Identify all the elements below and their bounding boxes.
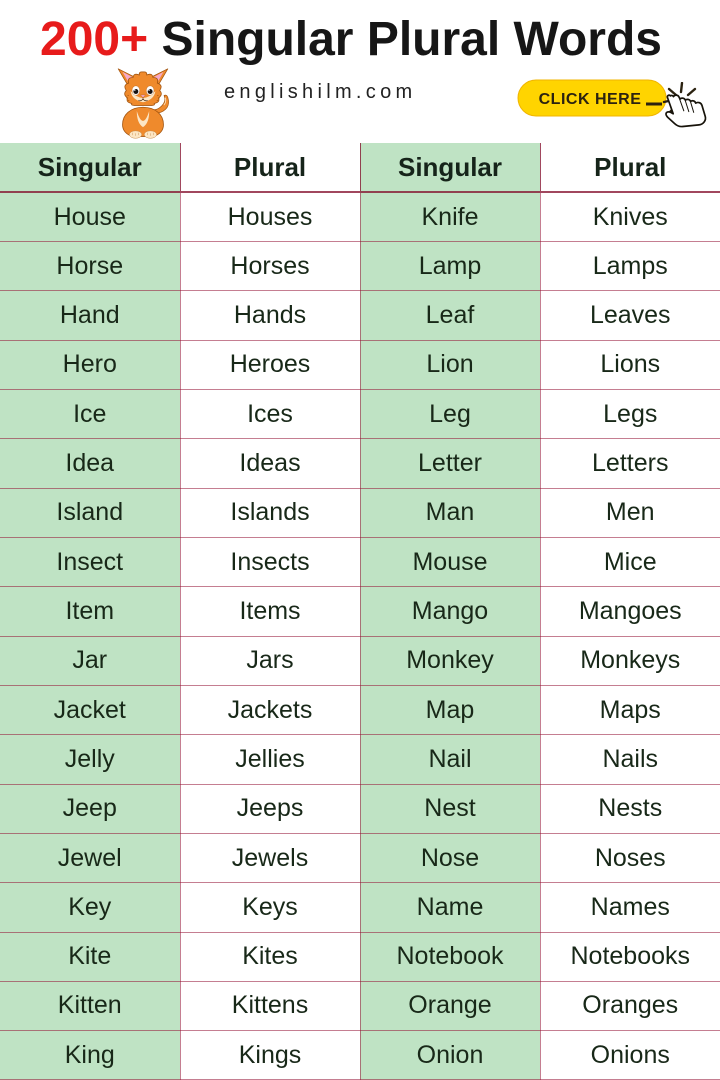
svg-text:CLICK HERE: CLICK HERE xyxy=(539,91,642,108)
